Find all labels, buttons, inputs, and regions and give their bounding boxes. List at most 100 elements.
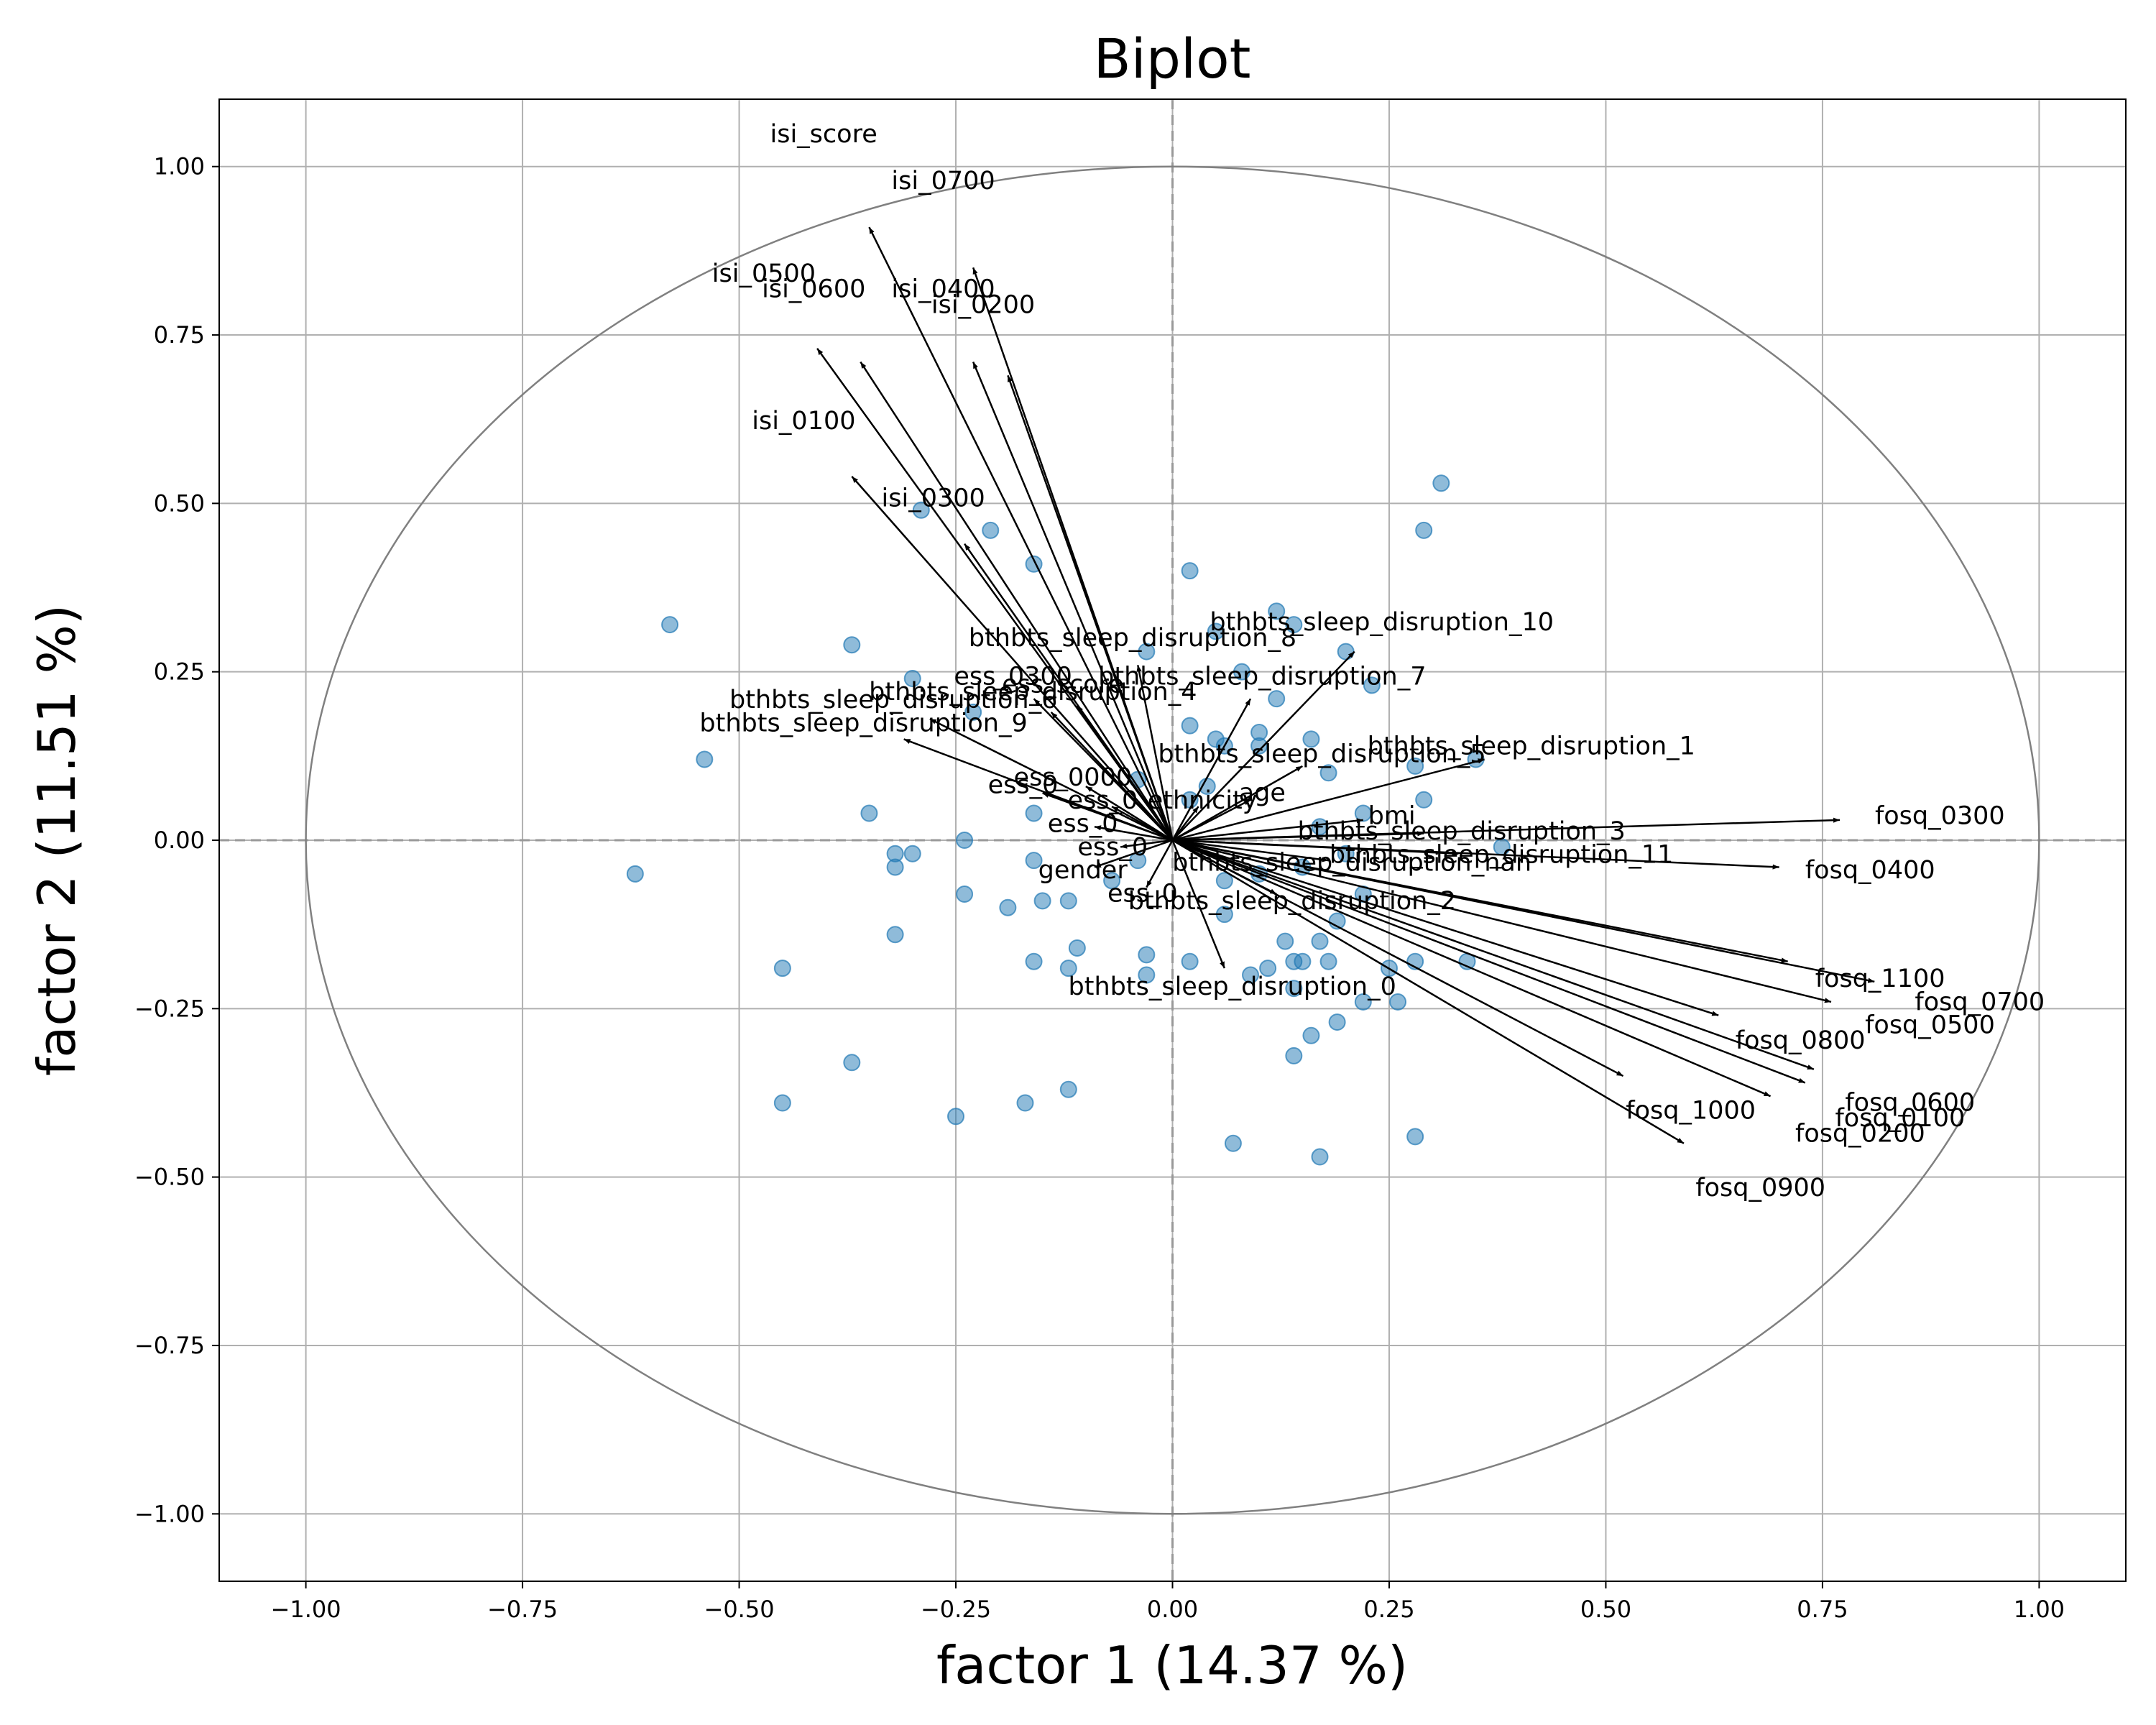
- vector-label-2: isi_0500: [712, 259, 816, 288]
- loading-vector-30: [1171, 799, 1251, 842]
- x-tick-label-0: −1.00: [271, 1596, 341, 1623]
- y-tick-label-4: 0.00: [154, 827, 205, 854]
- data-point-83: [1016, 1094, 1034, 1112]
- vector-label-8: bthbts_sleep_disruption_8: [969, 624, 1296, 653]
- vector-label-39: fosq_1000: [1626, 1096, 1756, 1125]
- loading-vector-8: [1136, 665, 1174, 841]
- loading-vector-12: [1050, 712, 1174, 841]
- vector-label-16: bthbts_sleep_disruption_9: [699, 709, 1027, 737]
- data-point-44: [999, 898, 1017, 916]
- data-point-16: [1233, 663, 1250, 681]
- x-tick-label-2: −0.50: [704, 1596, 775, 1623]
- vector-label-43: fosq_0900: [1695, 1174, 1825, 1202]
- vector-label-19: bthbts_sleep_disruption_3: [1298, 817, 1626, 846]
- data-point-85: [1224, 1134, 1242, 1152]
- vector-label-14: bthbts_sleep_disruption_6: [729, 686, 1057, 714]
- vector-label-28: ess_0: [1107, 879, 1178, 908]
- data-point-61: [1138, 946, 1156, 964]
- loading-vector-33: [1172, 817, 1841, 842]
- y-tick-label-1: −0.75: [134, 1332, 205, 1359]
- data-point-78: [886, 926, 904, 944]
- data-point-86: [1311, 1148, 1329, 1166]
- loading-vector-28: [1146, 840, 1174, 888]
- loading-vector-40: [1172, 839, 1806, 1084]
- data-point-17: [1268, 690, 1286, 708]
- y-tick-label-2: −0.50: [134, 1164, 205, 1191]
- y-axis-label: factor 2 (11.51 %): [27, 604, 87, 1076]
- loading-vector-9: [1171, 650, 1355, 841]
- data-point-79: [773, 960, 791, 978]
- data-point-87: [1406, 1128, 1424, 1146]
- y-tick-label-6: 0.50: [154, 489, 205, 517]
- data-point-40: [886, 845, 904, 862]
- data-point-82: [947, 1108, 965, 1126]
- x-tick-label-7: 0.75: [1797, 1596, 1848, 1623]
- data-point-49: [1215, 872, 1233, 890]
- data-point-76: [1285, 1046, 1303, 1064]
- data-point-24: [1302, 730, 1320, 748]
- loading-vector-3: [860, 361, 1174, 841]
- vector-label-1: isi_0700: [891, 167, 995, 196]
- loading-vector-14: [929, 718, 1174, 842]
- data-point-23: [1250, 737, 1268, 755]
- x-tick-label-1: −0.75: [487, 1596, 558, 1623]
- data-point-31: [1181, 717, 1199, 735]
- data-point-74: [1328, 1013, 1346, 1031]
- data-point-33: [1354, 804, 1372, 822]
- data-point-65: [1259, 960, 1277, 978]
- vector-label-38: fosq_0800: [1736, 1026, 1866, 1055]
- x-tick-label-4: 0.00: [1147, 1596, 1198, 1623]
- loading-vector-34: [1172, 839, 1779, 870]
- data-point-64: [1242, 966, 1260, 984]
- y-tick-label-8: 1.00: [154, 153, 205, 180]
- data-point-68: [1319, 952, 1337, 970]
- vector-label-12: bthbts_sleep_disruption_4: [869, 678, 1197, 707]
- data-point-62: [1138, 966, 1156, 984]
- vector-label-20: bthbts_sleep_disruption_11: [1330, 841, 1674, 870]
- loading-vector-43: [1171, 839, 1685, 1144]
- data-point-84: [1059, 1080, 1077, 1098]
- data-point-56: [1311, 932, 1329, 950]
- y-tick-label-3: −0.25: [134, 995, 205, 1022]
- data-point-15: [1207, 622, 1225, 640]
- vector-label-10: bthbts_sleep_disruption_7: [1098, 663, 1426, 691]
- data-point-75: [1302, 1026, 1320, 1044]
- data-point-3: [1268, 602, 1286, 620]
- vector-label-41: fosq_0600: [1845, 1088, 1975, 1117]
- data-point-9: [843, 636, 861, 654]
- vector-label-18: bthbts_sleep_disruption_5: [1158, 740, 1485, 768]
- loading-vector-0: [868, 226, 1174, 841]
- data-point-10: [903, 670, 921, 688]
- data-point-52: [1337, 845, 1355, 862]
- loading-vector-37: [1172, 839, 1788, 963]
- vector-label-33: fosq_0300: [1875, 802, 2005, 831]
- data-point-59: [1059, 960, 1077, 978]
- vector-label-9: bthbts_sleep_disruption_10: [1210, 608, 1554, 637]
- x-axis-label: factor 1 (14.37 %): [936, 1635, 1408, 1696]
- data-point-8: [661, 616, 679, 634]
- loading-vector-41: [1172, 839, 1815, 1070]
- vector-label-25: ess_0: [1077, 833, 1148, 862]
- unit-circle: [305, 165, 2040, 1515]
- vector-label-26: ess_0: [1068, 786, 1138, 815]
- vector-label-34: fosq_0400: [1805, 856, 1935, 885]
- loading-vector-38: [1172, 839, 1719, 1016]
- vector-label-27: ess_0: [988, 771, 1059, 800]
- vector-label-35: fosq_0700: [1915, 988, 2045, 1016]
- data-point-60: [1025, 952, 1043, 970]
- data-point-45: [1033, 892, 1051, 910]
- loading-vector-36: [1172, 839, 1832, 1003]
- data-point-32: [1415, 791, 1433, 809]
- data-point-41: [626, 865, 644, 883]
- vector-label-6: isi_0100: [752, 407, 855, 436]
- data-point-58: [1068, 939, 1086, 957]
- data-point-46: [1059, 892, 1077, 910]
- loading-vector-15: [1172, 758, 1485, 842]
- data-point-11: [964, 703, 982, 721]
- vector-label-30: age: [1239, 778, 1286, 807]
- vector-label-40: fosq_0100: [1835, 1104, 1965, 1133]
- y-tick-label-5: 0.25: [154, 658, 205, 686]
- unit-circle-layer: [305, 165, 2040, 1515]
